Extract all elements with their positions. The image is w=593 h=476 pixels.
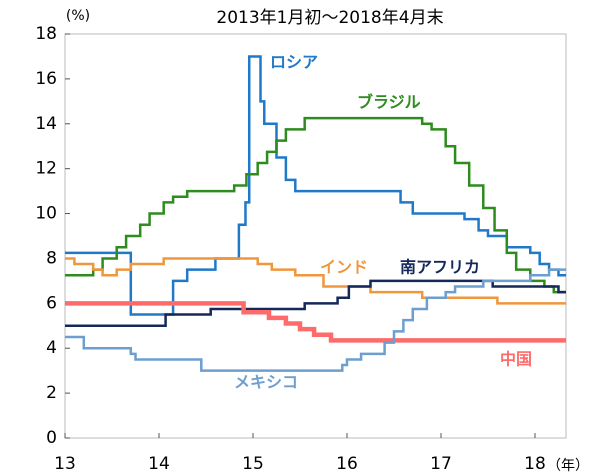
series-label: 中国 [500,350,532,369]
y-tick-label: 16 [35,69,57,89]
x-unit: （年） [547,458,589,474]
y-tick-label: 2 [46,383,57,403]
y-unit: (%) [66,8,90,24]
y-tick-label: 12 [35,159,57,179]
series-line [65,268,566,372]
y-tick-label: 4 [46,338,57,358]
chart-title: 2013年1月初～2018年4月末 [216,8,443,28]
series-line [65,301,566,343]
x-tick-label: 13 [54,454,76,474]
series-line [65,116,566,294]
y-tick-label: 14 [35,114,57,134]
y-tick-label: 18 [35,24,57,44]
x-tick-label: 16 [336,454,358,474]
x-tick-label: 14 [148,454,170,474]
y-tick-label: 0 [46,428,57,448]
y-tick-label: 8 [46,248,57,268]
x-tick-label: 17 [430,454,452,474]
series-label: ロシア [270,53,318,72]
y-tick-label: 6 [46,293,57,313]
x-tick-label: 15 [242,454,264,474]
series-label: ブラジル [357,93,421,112]
series-line [65,55,566,316]
series-line [65,279,566,328]
series-label: 南アフリカ [400,258,480,277]
series-label: インド [320,258,368,277]
y-tick-label: 10 [35,204,57,224]
series-line [65,257,566,305]
x-tick-label: 18 [524,454,546,474]
series-label: メキシコ [234,373,298,392]
